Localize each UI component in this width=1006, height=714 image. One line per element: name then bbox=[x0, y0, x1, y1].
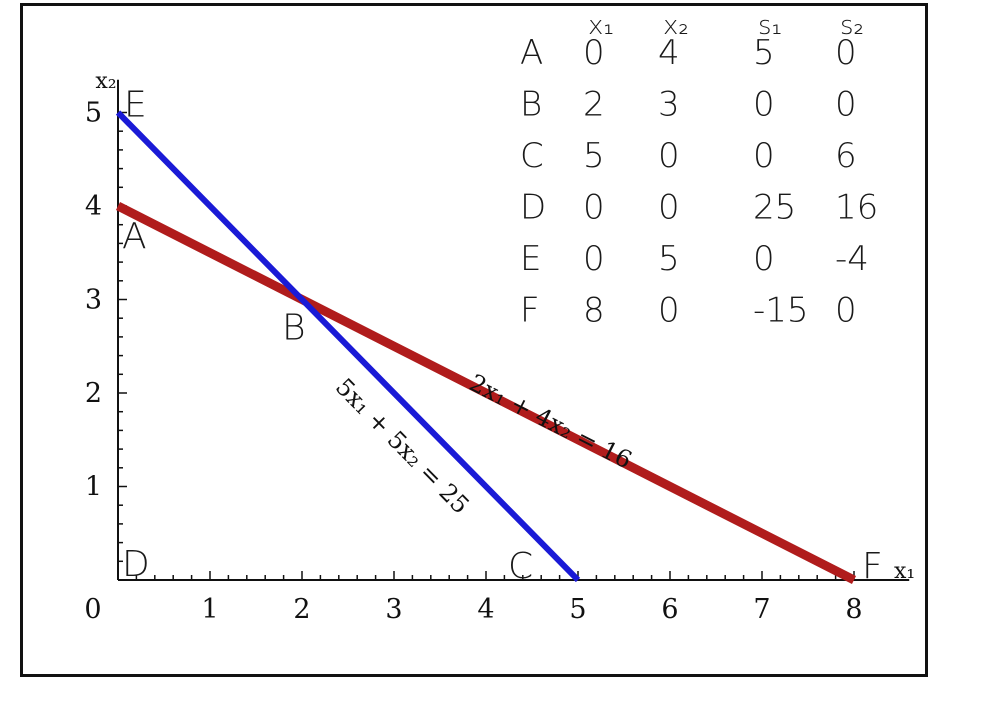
table-cell: 0 bbox=[753, 85, 775, 125]
y-tick-label: 4 bbox=[85, 191, 102, 222]
chart-frame: 0 1 2 3 4 5 6 7 8 1 2 3 4 5 x₂ x₁ 2x₁ + 4x₂ = 16 5x₁ + 5… bbox=[20, 3, 928, 677]
table-cell: 25 bbox=[753, 188, 796, 228]
x-axis-label: x₁ bbox=[894, 559, 915, 584]
solution-table: x₁ x₂ s₁ s₂A 0 4 5 0B 2 3 0 0C 5 0 0 6D 0 0 25 16E 0 5 0 -4F 8 0-… bbox=[520, 11, 878, 331]
y-tick-label: 5 bbox=[85, 98, 102, 129]
axes bbox=[117, 79, 910, 581]
constraint-lines bbox=[115, 110, 857, 585]
table-cell: 8 bbox=[583, 291, 605, 331]
x-tick-label: 7 bbox=[753, 594, 770, 625]
y-axis-label: x₂ bbox=[95, 69, 116, 94]
x-tick-label: 8 bbox=[845, 594, 862, 625]
point-label-f: F bbox=[862, 546, 883, 587]
table-row-label: C bbox=[520, 136, 544, 176]
point-label-a: A bbox=[122, 216, 147, 257]
x-tick-label: 2 bbox=[293, 594, 310, 625]
x-tick-label: 5 bbox=[569, 594, 586, 625]
table-row-label: D bbox=[520, 188, 546, 228]
table-cell: 0 bbox=[583, 188, 605, 228]
table-cell: 5 bbox=[658, 239, 680, 279]
table-row-label: F bbox=[520, 291, 540, 331]
red-constraint-line bbox=[115, 201, 857, 585]
x-tick-label: 1 bbox=[201, 594, 218, 625]
x-tick-label: 4 bbox=[477, 594, 494, 625]
point-label-d: D bbox=[122, 544, 150, 585]
table-cell: 16 bbox=[835, 188, 878, 228]
x-tick-label: 3 bbox=[385, 594, 402, 625]
x-tick-label: 6 bbox=[661, 594, 678, 625]
table-cell: 6 bbox=[835, 136, 857, 176]
table-cell: 0 bbox=[658, 291, 680, 331]
x-tick-label: 0 bbox=[84, 594, 101, 625]
table-cell: 2 bbox=[583, 85, 605, 125]
table-cell: -15 bbox=[753, 291, 809, 331]
table-cell: 0 bbox=[835, 85, 857, 125]
table-cell: 0 bbox=[583, 239, 605, 279]
equation-label-blue: 5x₁ + 5x₂ = 25 bbox=[330, 373, 475, 520]
table-row-label: B bbox=[520, 85, 542, 125]
point-label-e: E bbox=[124, 85, 147, 126]
table-cell: 5 bbox=[753, 33, 775, 73]
point-label-c: C bbox=[508, 546, 533, 587]
table-header: x₂ bbox=[663, 11, 689, 41]
axis-ticks: 0 1 2 3 4 5 6 7 8 1 2 3 4 5 bbox=[84, 98, 862, 626]
table-row-label: A bbox=[520, 33, 543, 73]
point-label-b: B bbox=[282, 308, 306, 349]
y-tick-label: 1 bbox=[85, 472, 102, 503]
table-cell: 4 bbox=[658, 33, 680, 73]
table-cell: 0 bbox=[658, 188, 680, 228]
blue-constraint-line bbox=[115, 110, 581, 583]
table-header: s₁ bbox=[758, 11, 782, 41]
table-cell: 0 bbox=[835, 33, 857, 73]
y-tick-label: 3 bbox=[85, 285, 102, 316]
y-tick-label: 2 bbox=[85, 378, 102, 409]
table-cell: -4 bbox=[835, 239, 869, 279]
table-cell: 3 bbox=[658, 85, 680, 125]
table-header: s₂ bbox=[840, 11, 864, 41]
table-cell: 5 bbox=[583, 136, 605, 176]
table-cell: 0 bbox=[753, 239, 775, 279]
table-header: x₁ bbox=[588, 11, 614, 41]
table-cell: 0 bbox=[835, 291, 857, 331]
table-cell: 0 bbox=[583, 33, 605, 73]
equation-label-red: 2x₁ + 4x₂ = 16 bbox=[465, 369, 636, 475]
table-row-label: E bbox=[520, 239, 541, 279]
table-cell: 0 bbox=[753, 136, 775, 176]
table-cell: 0 bbox=[658, 136, 680, 176]
